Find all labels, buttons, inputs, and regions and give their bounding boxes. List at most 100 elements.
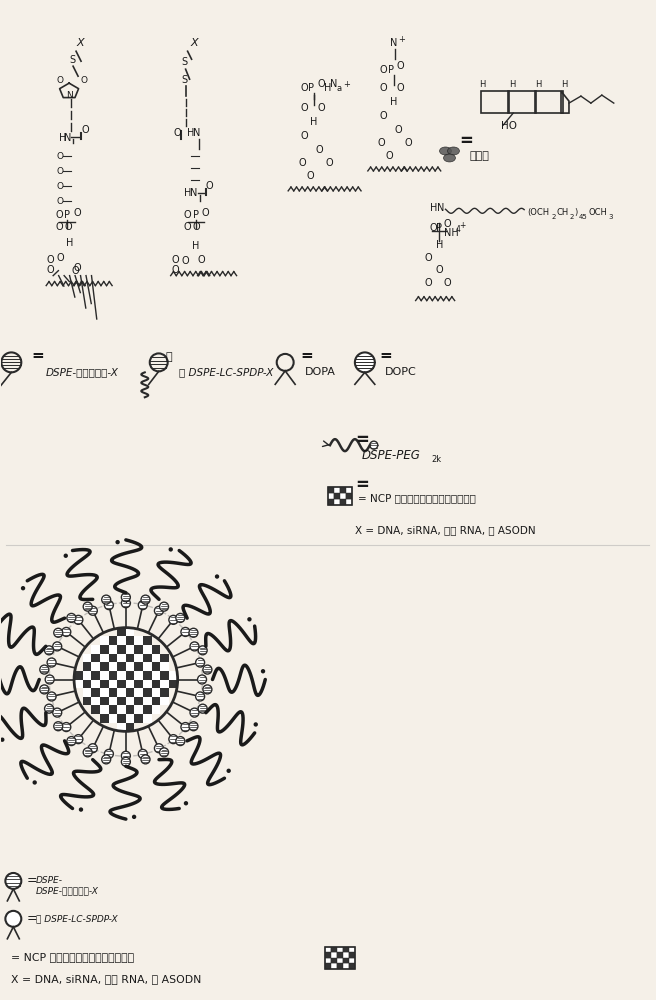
Circle shape	[83, 602, 92, 611]
Text: O: O	[174, 128, 181, 138]
Bar	[117, 688, 126, 697]
Text: N: N	[330, 79, 337, 89]
Text: O: O	[378, 138, 386, 148]
Text: O: O	[71, 266, 79, 276]
Bar	[100, 654, 109, 662]
Bar	[340, 493, 346, 499]
Text: OCH: OCH	[589, 208, 607, 217]
Text: O: O	[73, 263, 81, 273]
Circle shape	[47, 658, 56, 667]
Text: +: +	[459, 221, 466, 230]
Bar	[126, 697, 134, 705]
Bar	[126, 723, 134, 731]
Circle shape	[154, 606, 163, 615]
Text: 2: 2	[570, 214, 575, 220]
Text: O: O	[56, 197, 63, 206]
Circle shape	[198, 704, 207, 713]
Bar	[346, 493, 352, 499]
Circle shape	[67, 737, 76, 746]
Text: N: N	[390, 38, 397, 48]
Text: S: S	[182, 57, 188, 67]
Text: P: P	[388, 65, 394, 75]
Bar	[126, 645, 134, 654]
Circle shape	[52, 642, 62, 651]
Bar	[126, 662, 134, 671]
Bar	[331, 947, 337, 952]
Bar	[143, 714, 152, 723]
Text: O: O	[193, 222, 200, 232]
Bar	[343, 947, 349, 952]
Text: 2k: 2k	[432, 455, 441, 464]
Text: P: P	[64, 210, 70, 220]
Bar	[152, 697, 160, 705]
Bar	[91, 662, 100, 671]
Bar	[91, 645, 100, 654]
Text: O: O	[64, 222, 72, 232]
Text: H: H	[66, 238, 73, 248]
Text: O: O	[317, 79, 325, 89]
Circle shape	[203, 665, 212, 674]
Text: H: H	[59, 133, 66, 143]
Text: DSPE-: DSPE-	[36, 876, 63, 885]
Circle shape	[181, 723, 190, 732]
Text: O: O	[315, 145, 323, 155]
Bar	[100, 705, 109, 714]
Circle shape	[197, 675, 207, 684]
Bar	[143, 697, 152, 705]
Bar	[346, 499, 352, 505]
Bar	[126, 628, 134, 636]
Text: O: O	[56, 76, 63, 85]
Bar	[328, 487, 334, 493]
Bar	[117, 714, 126, 723]
Circle shape	[62, 723, 71, 732]
Bar	[160, 680, 169, 688]
Bar	[343, 952, 349, 958]
Circle shape	[226, 769, 231, 773]
Text: O: O	[201, 208, 209, 218]
Text: H: H	[390, 97, 397, 107]
Text: = NCP 核，可选地包含顺铂药物前体: = NCP 核，可选地包含顺铂药物前体	[358, 493, 476, 503]
Bar	[109, 680, 117, 688]
Bar	[325, 947, 355, 969]
Text: H: H	[324, 83, 331, 93]
Bar	[349, 947, 355, 952]
Circle shape	[40, 665, 49, 674]
Bar	[91, 705, 100, 714]
Text: 2: 2	[551, 214, 556, 220]
Text: DSPE-马来酰亚胺-X: DSPE-马来酰亚胺-X	[36, 886, 99, 895]
Bar	[100, 636, 109, 645]
Bar	[100, 688, 109, 697]
Bar	[109, 714, 117, 723]
Bar	[100, 662, 109, 671]
Text: H: H	[509, 80, 516, 89]
Text: P: P	[436, 223, 441, 233]
Circle shape	[40, 685, 49, 694]
Bar	[83, 662, 91, 671]
Bar	[143, 705, 152, 714]
Bar	[343, 963, 349, 969]
Text: HO: HO	[501, 121, 518, 131]
Bar	[109, 705, 117, 714]
Circle shape	[141, 755, 150, 764]
Bar	[134, 662, 143, 671]
Text: P: P	[308, 83, 314, 93]
Bar	[328, 493, 334, 499]
Circle shape	[5, 873, 21, 889]
Bar	[508, 91, 536, 113]
Bar	[126, 671, 134, 680]
Circle shape	[121, 599, 131, 608]
Bar	[169, 671, 178, 680]
Bar	[91, 654, 100, 662]
Bar	[109, 671, 117, 680]
Bar	[117, 697, 126, 705]
Circle shape	[89, 744, 97, 753]
Circle shape	[121, 757, 131, 766]
Text: H: H	[480, 80, 485, 89]
Bar	[91, 671, 100, 680]
Circle shape	[159, 602, 169, 611]
Bar	[143, 654, 152, 662]
Text: O: O	[300, 83, 308, 93]
Circle shape	[189, 722, 198, 731]
Text: 或: 或	[166, 352, 173, 362]
Bar	[343, 958, 349, 963]
